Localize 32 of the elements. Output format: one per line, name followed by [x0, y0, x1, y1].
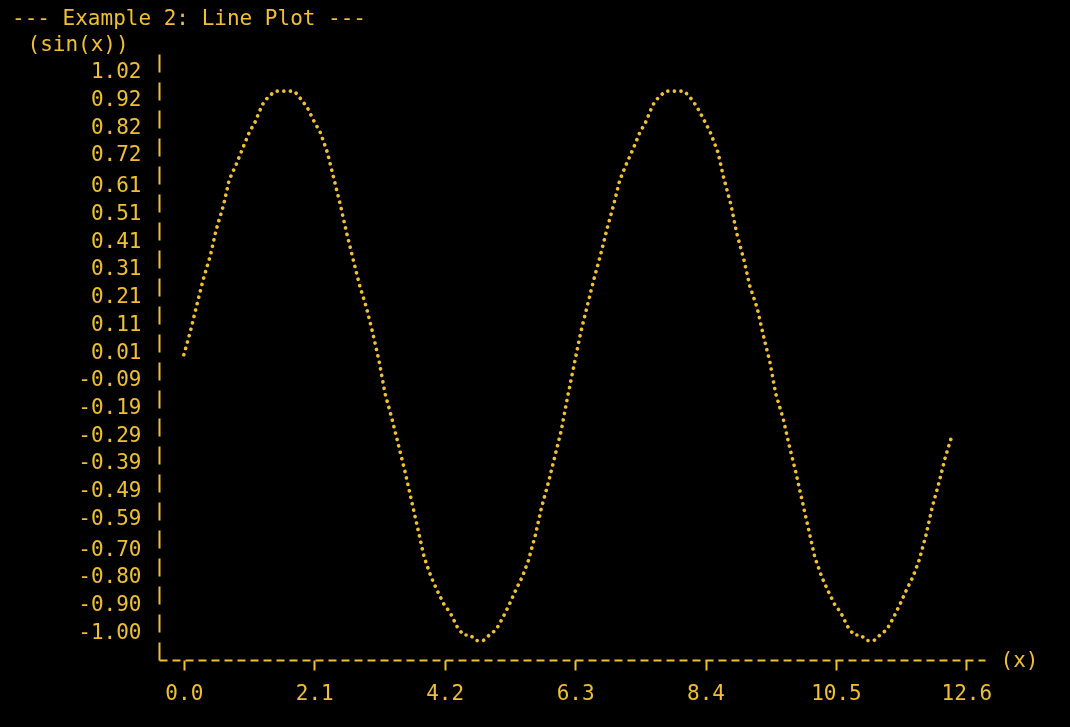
y-tick-label: 0.72	[90, 142, 142, 167]
x-tick-label: 10.5	[811, 680, 862, 705]
x-tick-label: 0.0	[165, 680, 204, 705]
y-tick-label: 0.61	[90, 173, 142, 198]
x-tick-label: 2.1	[295, 680, 334, 705]
y-tick-label: 0.51	[90, 200, 142, 225]
y-tick-label: 0.31	[90, 256, 142, 281]
y-tick-label: -0.59	[78, 505, 142, 530]
y-tick-label: -0.49	[78, 478, 142, 503]
y-tick-label: 0.01	[90, 339, 142, 364]
y-tick-label: 0.11	[90, 311, 142, 336]
y-tick-label: -0.90	[78, 592, 142, 616]
y-tick-label: 0.92	[90, 87, 142, 111]
y-tick-label: 0.41	[90, 228, 142, 253]
y-tick-label: 1.02	[90, 59, 142, 84]
x-axis-title: (x)	[1000, 647, 1039, 672]
x-tick-label: 8.4	[687, 680, 725, 705]
y-tick-label: -0.29	[78, 422, 142, 447]
y-axis-title: (sin(x))	[27, 31, 129, 56]
y-tick-label: -0.19	[78, 395, 142, 419]
y-tick-label: -0.39	[78, 450, 142, 475]
x-tick-label: 12.6	[941, 680, 993, 705]
y-tick-label: -0.80	[78, 564, 142, 589]
line-series	[182, 89, 954, 643]
y-tick-label: -0.70	[78, 536, 142, 561]
y-tick-label: 0.82	[90, 114, 142, 139]
x-tick-label: 4.2	[426, 680, 465, 705]
y-tick-label: -0.09	[78, 367, 142, 392]
y-tick-label: 0.21	[90, 284, 142, 308]
y-tick-label: -1.00	[78, 619, 142, 644]
x-tick-label: 6.3	[556, 680, 595, 705]
chart-title: --- Example 2: Line Plot ---	[12, 6, 367, 30]
